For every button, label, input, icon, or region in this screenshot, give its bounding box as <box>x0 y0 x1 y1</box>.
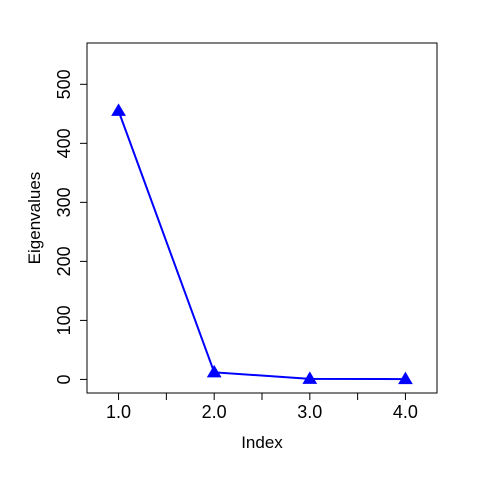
x-tick-label: 2.0 <box>202 402 227 422</box>
x-tick-label: 3.0 <box>297 402 322 422</box>
series-layer <box>111 103 413 385</box>
x-tick-label: 1.0 <box>106 402 131 422</box>
y-tick-label: 100 <box>54 305 74 335</box>
series-line <box>117 110 406 381</box>
y-axis-title: Eigenvalues <box>25 172 44 265</box>
y-tick-label: 0 <box>54 374 74 384</box>
data-point <box>206 364 222 378</box>
x-axis: 1.0 2.0 3.0 4.0 <box>106 393 418 422</box>
y-tick-label: 200 <box>54 246 74 276</box>
y-tick-label: 300 <box>54 187 74 217</box>
y-axis: 0 100 200 300 400 500 <box>54 69 87 384</box>
data-point <box>111 103 126 116</box>
y-tick-label: 500 <box>54 69 74 99</box>
x-tick-label: 4.0 <box>393 402 418 422</box>
y-tick-label: 400 <box>54 128 74 158</box>
data-point <box>302 371 318 384</box>
data-point <box>398 371 413 385</box>
plot-frame <box>86 42 438 394</box>
x-axis-title: Index <box>241 433 283 452</box>
